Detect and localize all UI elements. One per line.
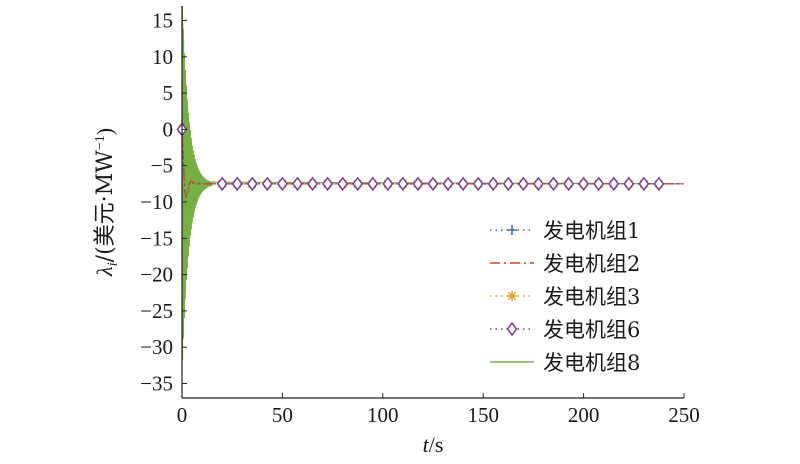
axes: 0 50 100 150 200 250151050−5−10−15−20−25−30−3… <box>140 6 700 427</box>
series-4-marker <box>442 176 454 192</box>
series-4-marker <box>382 176 394 192</box>
x-axis-title-unit: /s <box>429 432 444 457</box>
legend-item-4: 发电机组6 <box>490 318 640 342</box>
series-4-marker <box>563 176 574 192</box>
series-4-marker <box>623 176 635 192</box>
legend-marker <box>507 225 517 235</box>
series-2-line <box>181 129 685 200</box>
series-4-marker <box>457 176 469 192</box>
legend-item-5: 发电机组8 <box>490 351 640 375</box>
series-4-marker <box>653 176 665 192</box>
axis-titles: t/s λi/(美元·MW−1) <box>92 128 443 457</box>
series-4-marker <box>261 176 273 192</box>
legend-label: 发电机组8 <box>543 351 640 375</box>
y-tick-label: 15 <box>152 9 173 33</box>
series-4-marker <box>532 176 544 192</box>
legend-item-1: 发电机组1 <box>490 219 640 243</box>
series-4-marker <box>231 176 243 192</box>
series-4-marker <box>502 176 514 192</box>
series-4-marker <box>337 176 349 192</box>
y-tick-label: −30 <box>140 335 173 359</box>
y-axis-title-var: λ <box>92 267 117 278</box>
series-4-marker <box>487 176 499 192</box>
y-tick-label: −35 <box>140 371 173 395</box>
y-tick-label: −20 <box>140 263 173 287</box>
series-4-marker <box>367 176 379 192</box>
legend-marker <box>506 321 518 337</box>
legend: 发电机组1 发电机组2 发电机组3 发电机组6 发电机组8 <box>490 219 640 375</box>
x-tick-label: 150 <box>467 403 499 427</box>
x-axis-title: t/s <box>423 432 444 457</box>
x-tick-label: 100 <box>367 403 399 427</box>
series-4-marker <box>548 176 559 192</box>
series-4-marker <box>593 176 605 192</box>
legend-label: 发电机组3 <box>543 285 640 309</box>
legend-marker <box>507 291 517 301</box>
legend-label: 发电机组1 <box>543 219 640 243</box>
x-tick-label: 50 <box>272 403 293 427</box>
plot-area <box>176 5 685 361</box>
series-4-marker <box>608 176 620 192</box>
series-4-marker <box>292 176 303 192</box>
series-4-marker <box>397 176 409 192</box>
series-4-marker <box>246 176 258 192</box>
x-tick-label: 0 <box>177 403 188 427</box>
y-axis-title-unit: /(美元·MW <box>93 150 118 263</box>
series-4-marker <box>307 176 318 192</box>
x-tick-label: 250 <box>668 403 700 427</box>
y-tick-label: −25 <box>140 299 173 323</box>
y-axis-title-sub: i <box>105 262 121 266</box>
series-4-marker <box>427 176 439 192</box>
series-4-marker <box>322 176 334 192</box>
y-tick-label: 0 <box>163 117 174 141</box>
legend-item-2: 发电机组2 <box>490 252 640 276</box>
x-axis-title-var: t <box>423 432 430 457</box>
y-tick-label: 10 <box>152 45 173 69</box>
legend-item-3: 发电机组3 <box>490 285 640 309</box>
y-tick-label: −5 <box>151 154 173 178</box>
x-tick-label: 200 <box>568 403 600 427</box>
legend-label: 发电机组6 <box>543 318 640 342</box>
series-4-marker <box>638 176 650 192</box>
y-tick-label: −10 <box>140 190 173 214</box>
y-axis-title-sup: −1 <box>93 135 108 150</box>
y-tick-label: −15 <box>140 226 173 250</box>
y-axis-title: λi/(美元·MW−1) <box>92 128 121 277</box>
series-4-marker <box>472 176 484 192</box>
series-4-marker <box>412 176 424 192</box>
series-4-marker <box>352 176 364 192</box>
legend-label: 发电机组2 <box>543 252 640 276</box>
series-4-marker <box>276 176 288 192</box>
series-4-marker <box>578 176 590 192</box>
y-axis-title-close: ) <box>92 128 117 135</box>
y-tick-label: 5 <box>163 81 174 105</box>
series-4-marker <box>216 176 228 192</box>
series-4-marker <box>517 176 529 192</box>
